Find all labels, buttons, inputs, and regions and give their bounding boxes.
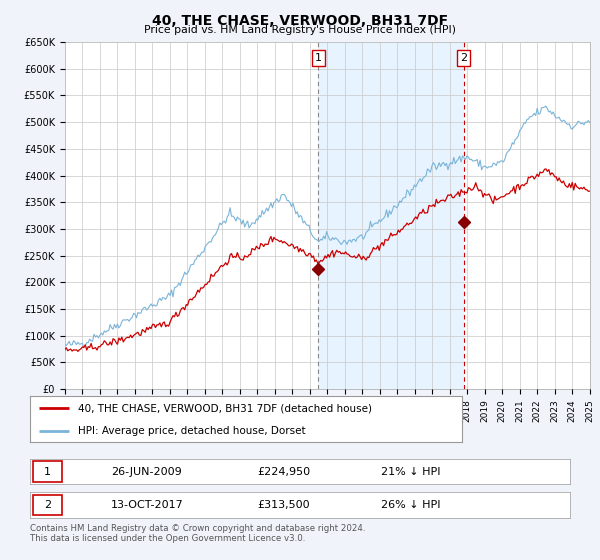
Text: 26-JUN-2009: 26-JUN-2009 <box>111 466 182 477</box>
Text: 2: 2 <box>44 500 52 510</box>
Text: 21% ↓ HPI: 21% ↓ HPI <box>381 466 440 477</box>
FancyBboxPatch shape <box>33 461 62 482</box>
Bar <box>319 42 464 389</box>
Text: 1: 1 <box>315 53 322 63</box>
Text: HPI: Average price, detached house, Dorset: HPI: Average price, detached house, Dors… <box>77 426 305 436</box>
Text: 26% ↓ HPI: 26% ↓ HPI <box>381 500 440 510</box>
Text: £224,950: £224,950 <box>257 466 310 477</box>
Text: 40, THE CHASE, VERWOOD, BH31 7DF: 40, THE CHASE, VERWOOD, BH31 7DF <box>152 14 448 28</box>
FancyBboxPatch shape <box>33 495 62 515</box>
Text: 1: 1 <box>44 466 52 477</box>
Text: Price paid vs. HM Land Registry's House Price Index (HPI): Price paid vs. HM Land Registry's House … <box>144 25 456 35</box>
Text: 2: 2 <box>460 53 467 63</box>
Text: Contains HM Land Registry data © Crown copyright and database right 2024.
This d: Contains HM Land Registry data © Crown c… <box>30 524 365 543</box>
Text: 13-OCT-2017: 13-OCT-2017 <box>111 500 184 510</box>
Text: 40, THE CHASE, VERWOOD, BH31 7DF (detached house): 40, THE CHASE, VERWOOD, BH31 7DF (detach… <box>77 403 371 413</box>
Text: £313,500: £313,500 <box>257 500 310 510</box>
